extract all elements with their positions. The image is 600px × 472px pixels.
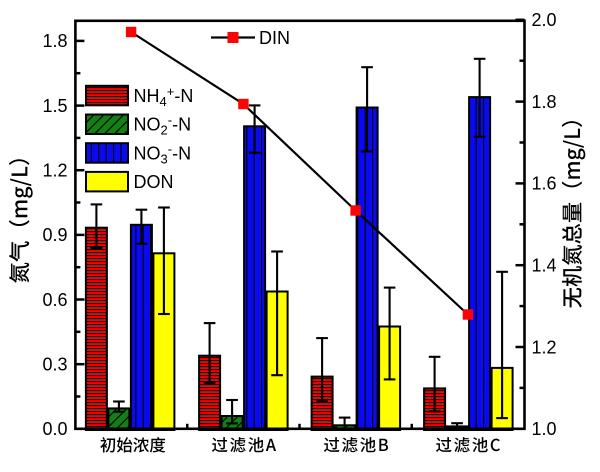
- svg-text:DIN: DIN: [259, 28, 290, 48]
- svg-text:0.0: 0.0: [42, 419, 67, 439]
- svg-text:NO3--N: NO3--N: [134, 141, 192, 166]
- svg-text:1.5: 1.5: [42, 96, 67, 116]
- svg-text:1.2: 1.2: [42, 161, 67, 181]
- svg-text:1.8: 1.8: [42, 31, 67, 51]
- svg-text:1.8: 1.8: [532, 92, 557, 112]
- svg-text:1.0: 1.0: [532, 419, 557, 439]
- svg-text:1.4: 1.4: [532, 256, 557, 276]
- svg-text:DON: DON: [134, 172, 174, 192]
- svg-text:0.3: 0.3: [42, 355, 67, 375]
- svg-text:1.2: 1.2: [532, 337, 557, 357]
- svg-text:0.9: 0.9: [42, 225, 67, 245]
- svg-text:0.6: 0.6: [42, 290, 67, 310]
- svg-text:NH4+-N: NH4+-N: [134, 84, 194, 109]
- svg-text:1.6: 1.6: [532, 174, 557, 194]
- svg-text:2.0: 2.0: [532, 10, 557, 30]
